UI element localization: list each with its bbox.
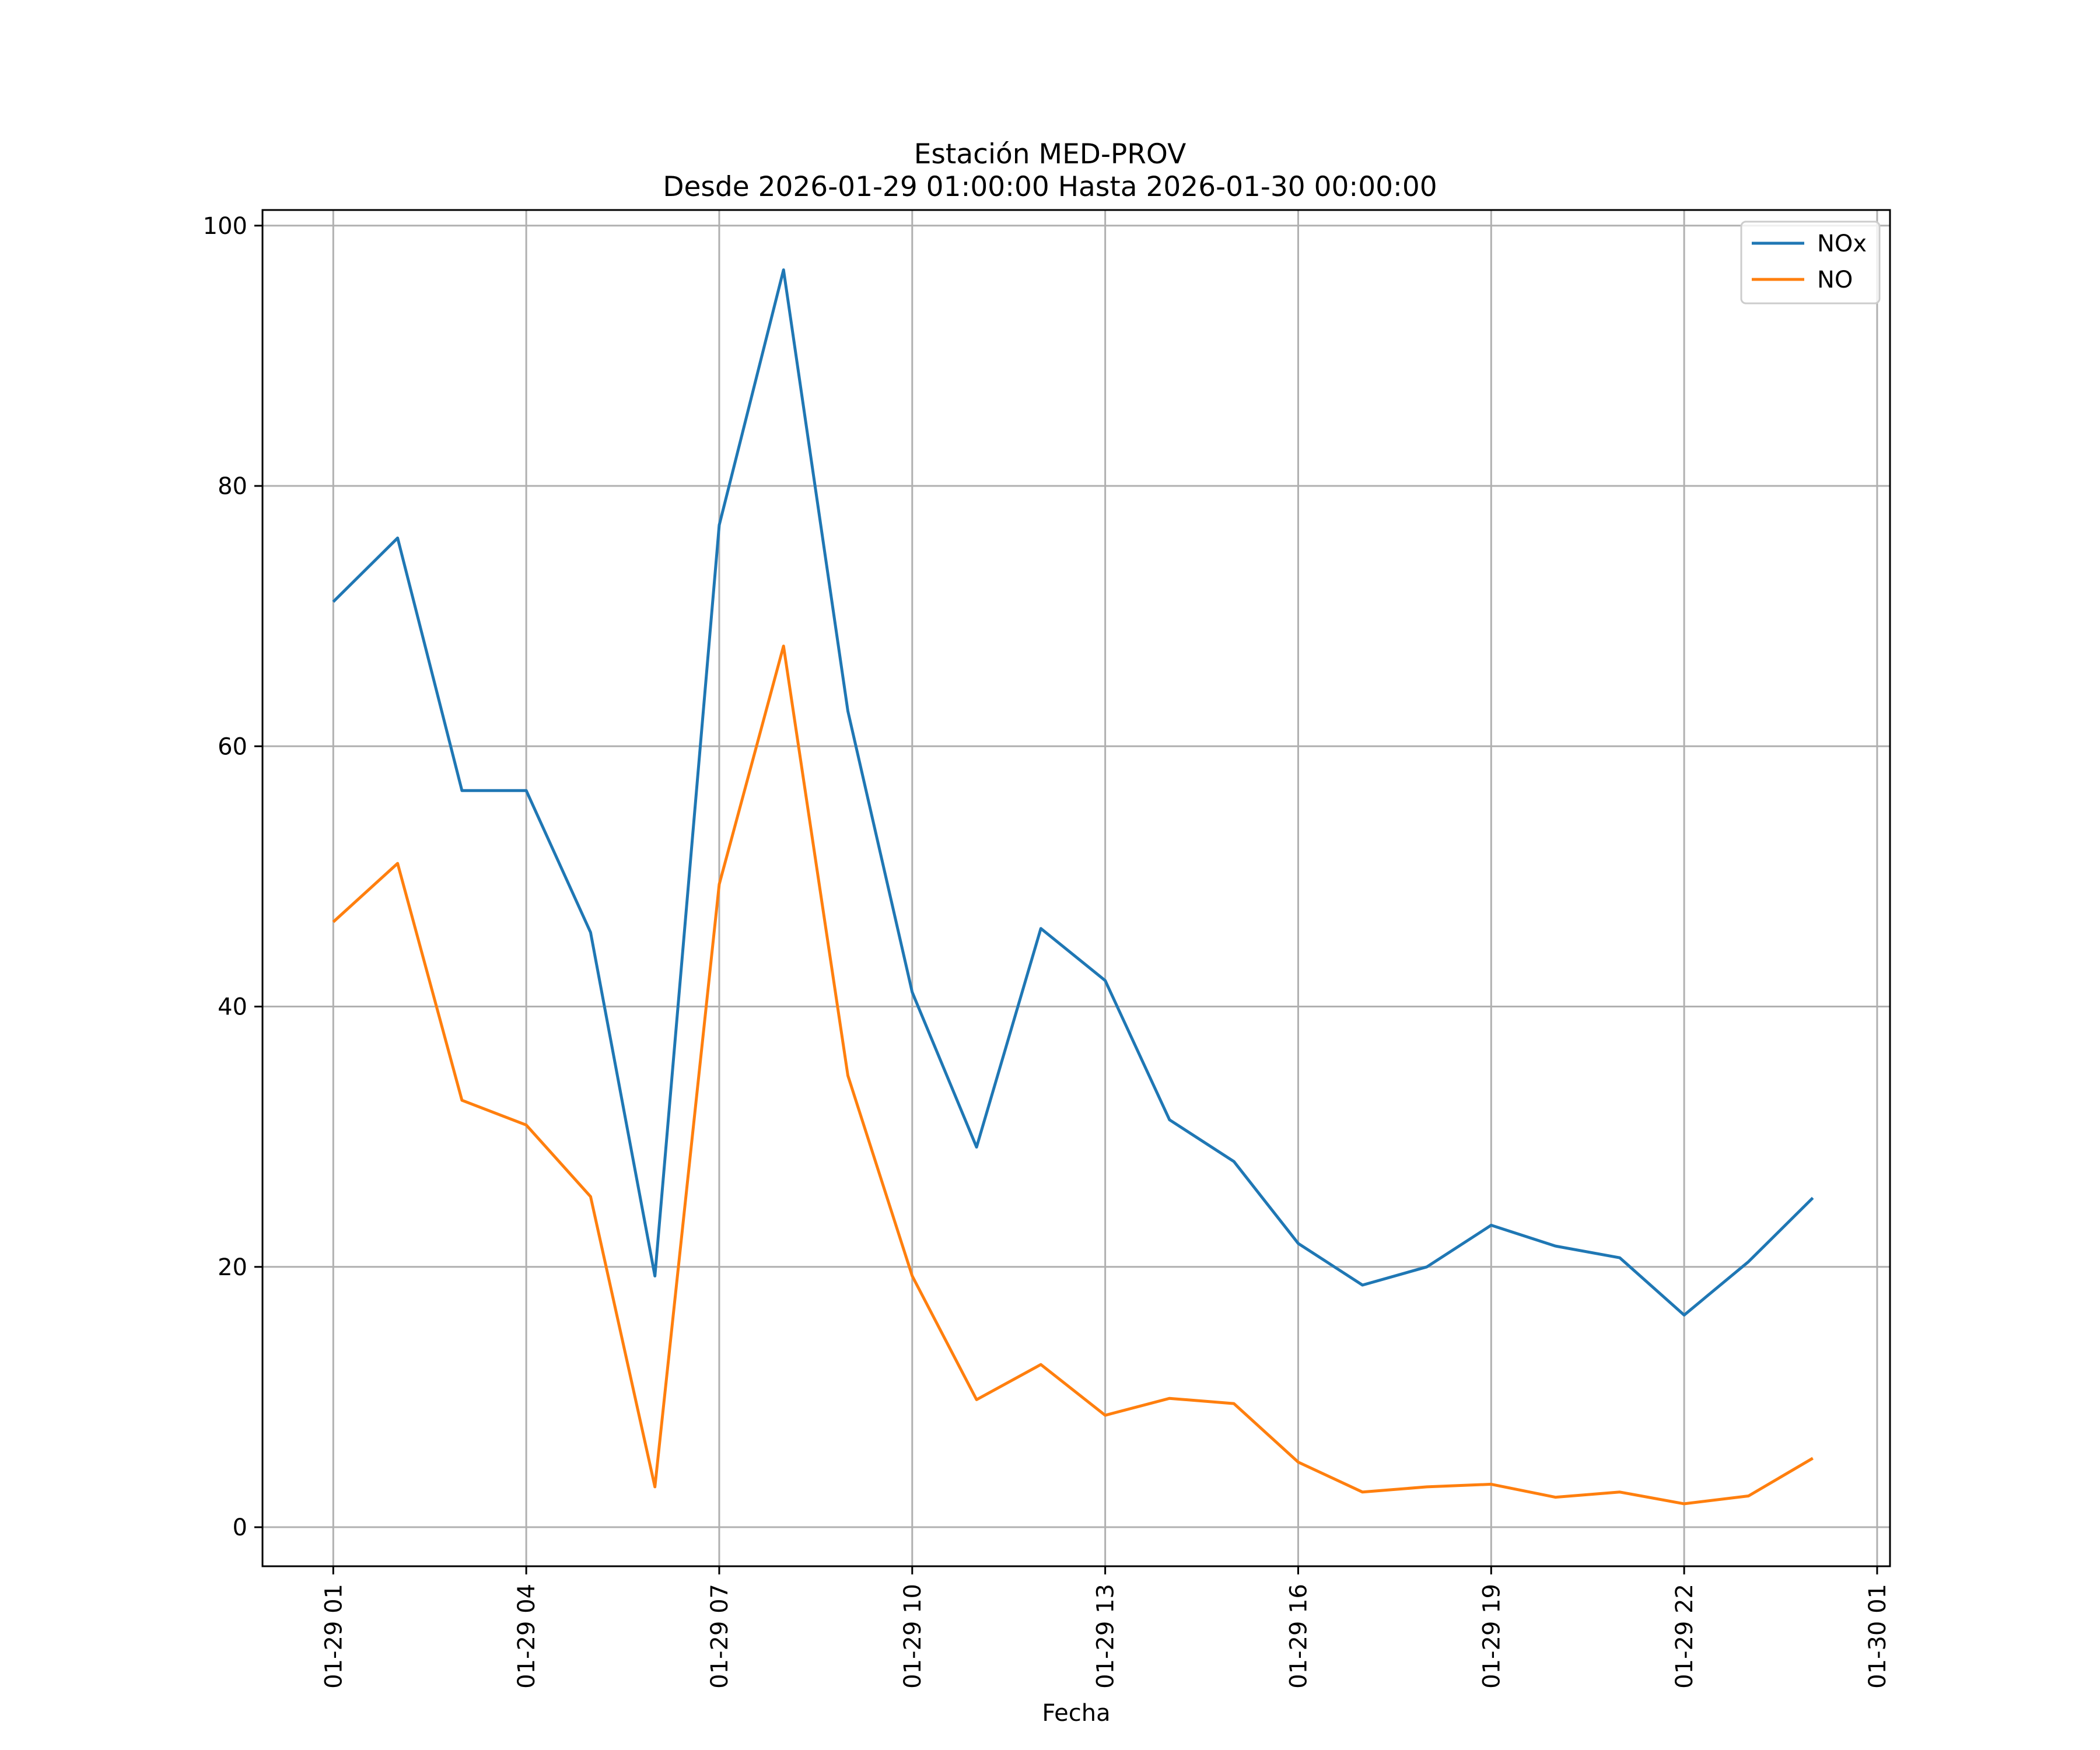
chart-title-line1: Estación MED-PROV [914,138,1186,170]
y-tick-label: 0 [233,1514,247,1541]
x-tick-label: 01-29 13 [1093,1584,1119,1689]
chart-title-line2: Desde 2026-01-29 01:00:00 Hasta 2026-01-… [663,171,1437,203]
y-tick-label: 60 [218,733,247,760]
x-tick-label: 01-29 22 [1671,1584,1698,1689]
y-axis-ticks: 0 20 40 60 80 100 [203,213,262,1541]
x-tick-label: 01-29 16 [1285,1584,1312,1689]
y-tick-label: 100 [203,213,247,240]
y-tick-label: 20 [218,1254,247,1281]
series-line-nox [332,268,1814,1317]
x-tick-label: 01-29 19 [1478,1584,1505,1689]
grid [262,210,1890,1566]
x-tick-label: 01-29 04 [513,1584,540,1689]
legend: NOx NO [1740,220,1881,304]
x-tick-label: 01-30 01 [1864,1584,1891,1689]
legend-label-nox: NOx [1817,230,1867,257]
y-tick-label: 40 [218,994,247,1021]
x-tick-label: 01-29 01 [320,1584,347,1689]
plot-frame [261,209,1891,1567]
x-tick-label: 01-29 10 [900,1584,926,1689]
series-layer [332,268,1814,1506]
x-tick-label: 01-29 07 [706,1584,733,1689]
x-axis-ticks: 01-29 01 01-29 04 01-29 07 01-29 10 01-29 13… [320,1566,1891,1689]
y-tick-label: 80 [218,473,247,500]
series-line-no [332,645,1814,1506]
legend-label-no: NO [1817,267,1853,293]
x-axis-label: Fecha [1042,1700,1110,1727]
